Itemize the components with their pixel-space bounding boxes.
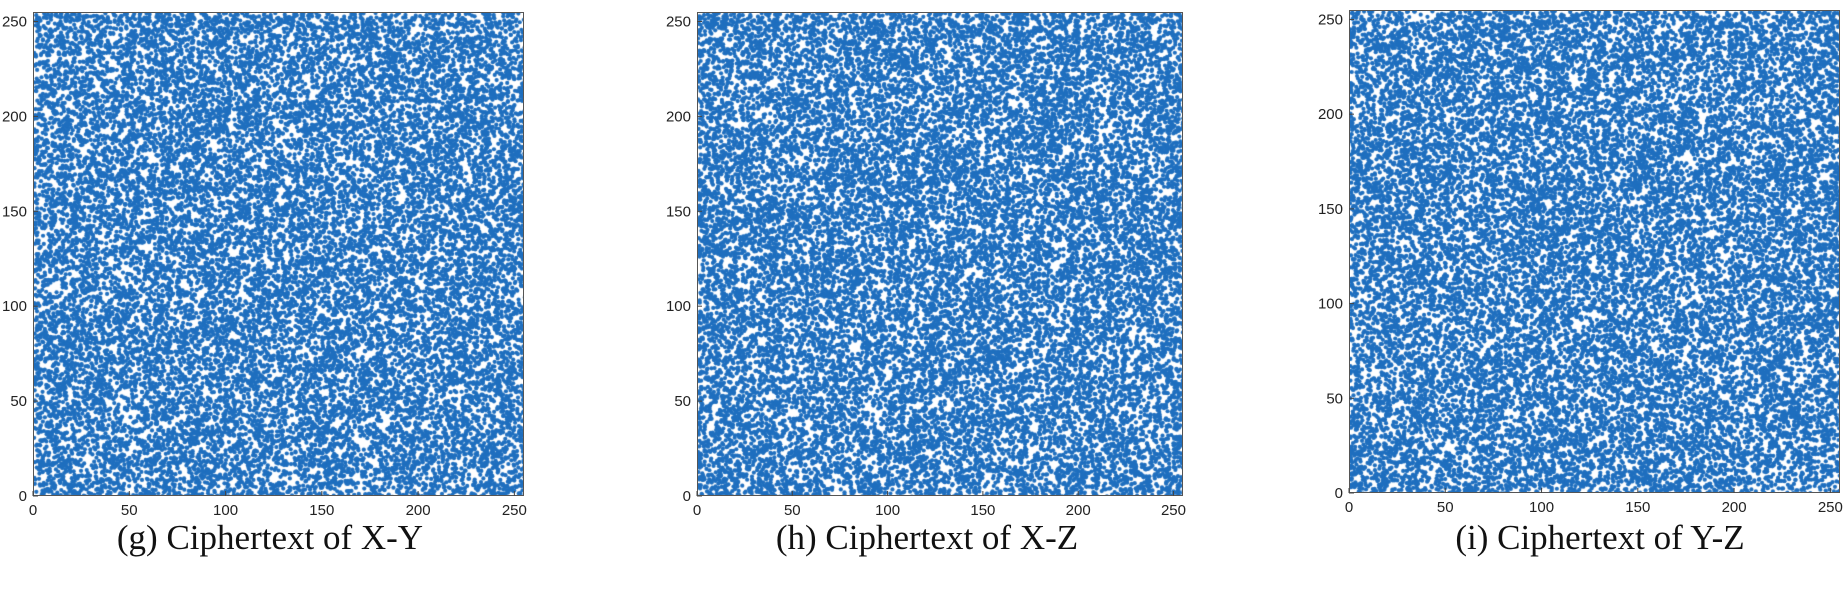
x-tick-label: 250 [1161,502,1186,519]
scatter-points [1350,11,1839,492]
x-tick-label: 50 [784,502,801,519]
y-tick-label: 50 [10,393,27,410]
y-tick-label: 0 [19,488,27,505]
plot-area [697,12,1183,496]
y-tick-label: 0 [683,488,691,505]
x-tick-label: 200 [406,502,431,519]
y-tick-label: 100 [2,298,27,315]
y-tick-label: 100 [1318,296,1343,313]
plot-area [33,12,524,496]
figure-caption: (i) Ciphertext of Y-Z [1455,518,1745,557]
x-tick-label: 150 [970,502,995,519]
x-tick-label: 100 [213,502,238,519]
x-tick-label: 50 [121,502,138,519]
y-tick-label: 250 [2,13,27,30]
y-tick-label: 50 [674,393,691,410]
scatter-points [34,13,523,495]
plot-area [1349,10,1840,493]
x-tick-label: 150 [309,502,334,519]
x-tick-label: 100 [875,502,900,519]
y-tick-label: 200 [2,108,27,125]
y-tick-label: 250 [666,13,691,30]
x-tick-label: 50 [1437,499,1454,516]
y-tick-label: 50 [1326,390,1343,407]
x-tick-label: 0 [693,502,701,519]
x-tick-label: 200 [1722,499,1747,516]
y-tick-label: 150 [1318,201,1343,218]
x-tick-label: 0 [29,502,37,519]
x-tick-label: 150 [1625,499,1650,516]
scatter-points [698,13,1182,495]
y-tick-label: 250 [1318,11,1343,28]
x-tick-label: 0 [1345,499,1353,516]
x-tick-label: 250 [502,502,527,519]
y-tick-label: 150 [666,203,691,220]
y-tick-label: 200 [666,108,691,125]
x-tick-label: 250 [1818,499,1843,516]
x-tick-label: 100 [1529,499,1554,516]
figure-caption: (h) Ciphertext of X-Z [775,518,1079,557]
y-tick-label: 0 [1335,485,1343,502]
y-tick-label: 150 [2,203,27,220]
figure-caption: (g) Ciphertext of X-Y [116,518,424,557]
x-tick-label: 200 [1066,502,1091,519]
y-tick-label: 200 [1318,106,1343,123]
y-tick-label: 100 [666,298,691,315]
